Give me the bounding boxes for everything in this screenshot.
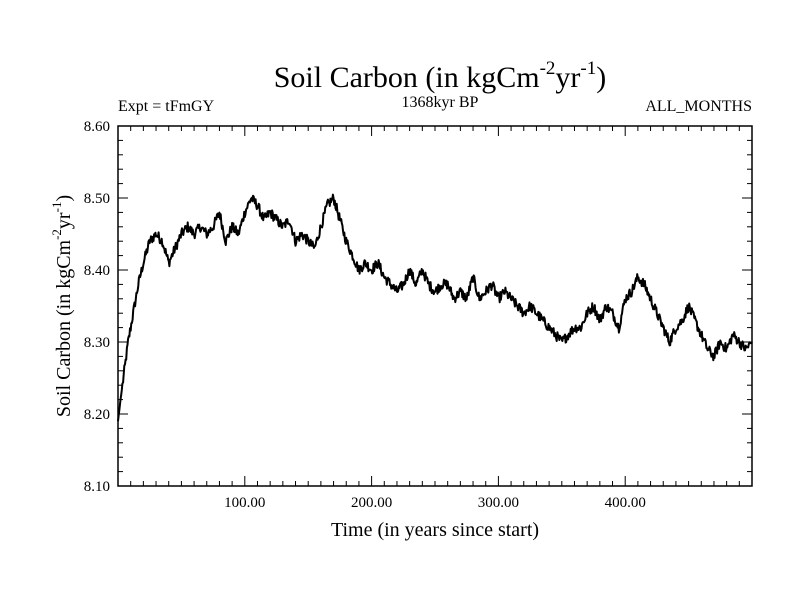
y-tick-label: 8.50 (84, 191, 110, 207)
chart-title: Soil Carbon (in kgCm-2yr-1) (274, 58, 607, 94)
chart-title-mid: yr (555, 61, 580, 94)
experiment-label: Expt = tFmGY (118, 98, 215, 115)
y-tick-label: 8.30 (84, 335, 110, 351)
y-axis-label-sup2: -1 (49, 202, 64, 213)
period-label: 1368kyr BP (402, 94, 479, 111)
y-tick-label: 8.10 (84, 479, 110, 495)
chart-title-end: ) (596, 61, 606, 94)
y-axis-label-mid: yr (53, 212, 75, 229)
x-tick-label: 400.00 (605, 495, 646, 511)
soil-carbon-series-line (117, 193, 753, 422)
y-axis-label-sup1: -2 (49, 229, 64, 240)
chart-title-sup2: -1 (580, 58, 596, 79)
axis-tick-labels: 100.00 200.00 300.00 400.00 8.10 8.20 8.30 8.40… (84, 119, 646, 511)
y-axis-label: Soil Carbon (in kgCm-2yr-1) (49, 195, 75, 417)
x-axis-label: Time (in years since start) (331, 519, 539, 541)
y-tick-label: 8.20 (84, 407, 110, 423)
y-tick-label: 8.40 (84, 263, 110, 279)
chart-title-sup1: -2 (540, 58, 556, 79)
y-tick-label: 8.60 (84, 119, 110, 135)
y-axis-label-end: ) (53, 195, 75, 202)
months-label: ALL_MONTHS (645, 98, 752, 115)
y-axis-label-main: Soil Carbon (in kgCm (53, 239, 75, 417)
x-tick-label: 300.00 (478, 495, 519, 511)
x-tick-label: 200.00 (351, 495, 392, 511)
plot-frame (117, 125, 753, 487)
axis-ticks (118, 126, 752, 486)
chart-title-main: Soil Carbon (in kgCm (274, 61, 540, 94)
x-tick-label: 100.00 (224, 495, 265, 511)
